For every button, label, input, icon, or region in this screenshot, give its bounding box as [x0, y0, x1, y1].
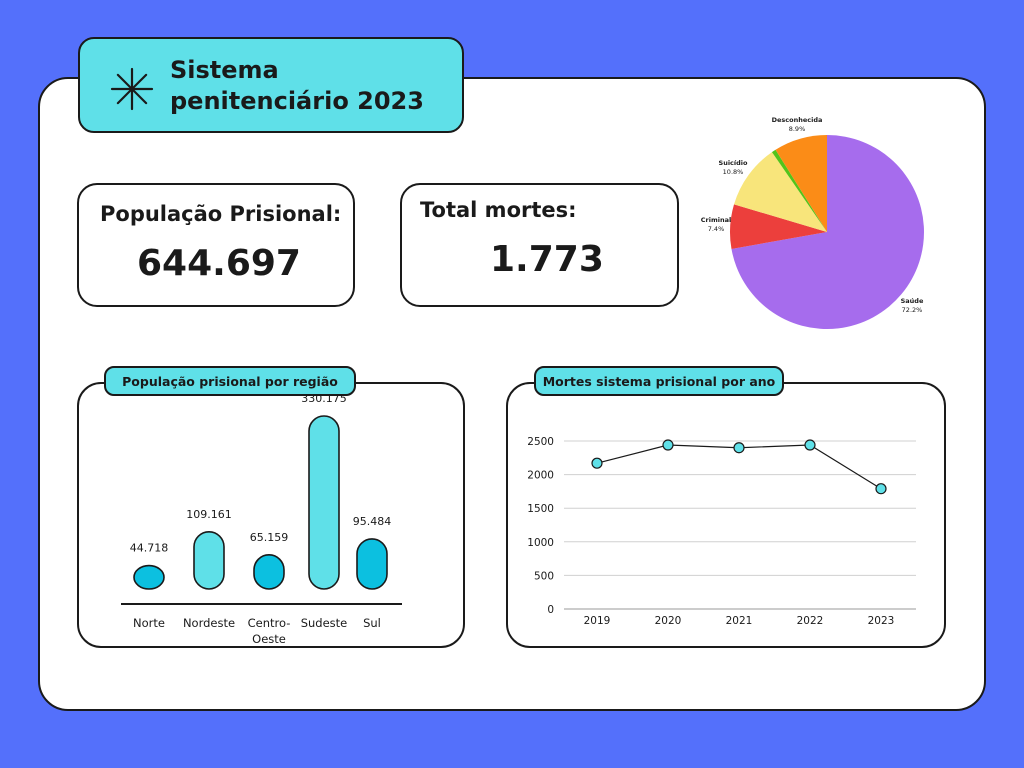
line-point	[804, 439, 816, 451]
page-title-line1: Sistema	[170, 56, 279, 84]
line-chart: 0 500 1000 1500 2000 2500 2019 2020 2021 2022 2023	[527, 436, 916, 627]
line-x-tick-label: 2023	[868, 615, 895, 627]
bar	[193, 531, 225, 590]
line-point	[591, 457, 603, 469]
pie-label-name: Desconhecida	[772, 116, 823, 124]
pie-label-name: Criminal	[701, 216, 731, 224]
line-point	[875, 483, 887, 495]
line-x-tick-label: 2020	[655, 615, 682, 627]
pie-slice	[775, 135, 827, 232]
asterisk-icon	[110, 67, 154, 111]
population-stat-label: População Prisional:	[100, 202, 342, 226]
bar-chart-card: 44.718 Norte 109.161 Nordeste 65.159 Centro- O…	[77, 382, 465, 648]
bar-value-label: 65.159	[250, 531, 289, 544]
line-y-tick-label: 2000	[527, 470, 554, 482]
line-chart-title: Mortes sistema prisional por ano	[534, 366, 784, 396]
pie-label-value: 8.9%	[789, 125, 806, 133]
bar-category-label: Nordeste	[183, 616, 235, 630]
pie-label-name: Suicídio	[719, 159, 748, 167]
line-x-tick-label: 2019	[584, 615, 611, 627]
deaths-stat-label: Total mortes:	[420, 198, 577, 222]
bar-category-label: Sudeste	[301, 616, 348, 630]
bar-value-label: 44.718	[130, 542, 169, 555]
title-card: Sistema penitenciário 2023	[78, 37, 464, 133]
bar	[133, 564, 165, 590]
bar-category-label: Norte	[133, 616, 165, 630]
bar-category-label: Centro-	[248, 616, 291, 630]
pie-slice	[771, 149, 827, 232]
bar-category-label: Oeste	[252, 632, 286, 646]
deaths-stat-card: Total mortes: 1.773	[400, 183, 679, 307]
population-stat-value: 644.697	[137, 243, 301, 284]
page-title-line2: penitenciário 2023	[170, 87, 424, 115]
page-title: Sistema penitenciário 2023	[170, 55, 460, 117]
pie-label-value: 72.2%	[902, 306, 923, 314]
pie-label-value: 10.8%	[723, 168, 744, 176]
bar-category-label: Sul	[363, 616, 381, 630]
bar	[308, 415, 340, 590]
bar-value-label: 95.484	[353, 515, 392, 528]
population-stat-card: População Prisional: 644.697	[77, 183, 355, 307]
line-x-tick-label: 2022	[797, 615, 824, 627]
bar-chart: 44.718 Norte 109.161 Nordeste 65.159 Centro- O…	[121, 392, 402, 646]
pie-slice	[730, 204, 827, 249]
line-y-tick-label: 2500	[527, 436, 554, 448]
bar	[356, 538, 388, 590]
pie-slice	[731, 135, 924, 329]
pie-slice	[734, 152, 827, 232]
line-y-tick-label: 1500	[527, 503, 554, 515]
bar-value-label: 109.161	[186, 508, 232, 521]
line-chart-card: 0 500 1000 1500 2000 2500 2019 2020 2021 2022 2023	[506, 382, 946, 648]
line-point	[662, 439, 674, 451]
pie-label-value: 7.4%	[708, 225, 725, 233]
line-y-tick-label: 500	[534, 570, 554, 582]
line-y-tick-label: 0	[547, 604, 554, 616]
bar-chart-title: População prisional por região	[104, 366, 356, 396]
pie-label-name: Saúde	[901, 297, 924, 305]
line-point	[733, 442, 745, 454]
line-y-tick-label: 1000	[527, 537, 554, 549]
bar	[253, 554, 285, 590]
line-x-tick-label: 2021	[726, 615, 753, 627]
deaths-stat-value: 1.773	[490, 239, 604, 280]
